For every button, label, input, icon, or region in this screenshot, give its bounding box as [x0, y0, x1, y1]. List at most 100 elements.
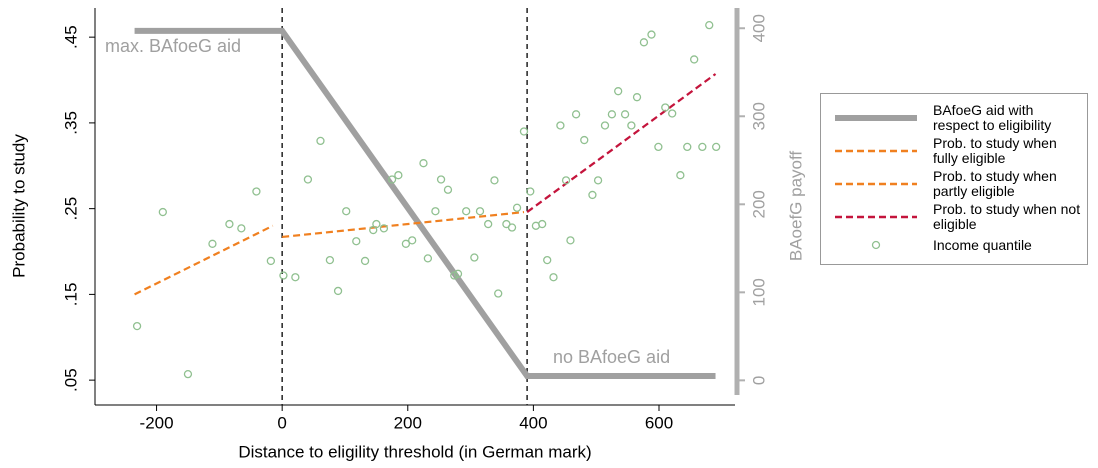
scatter-point — [394, 171, 403, 180]
series-line — [134, 224, 274, 296]
scatter-point — [419, 159, 428, 168]
x-tick-label: 200 — [394, 413, 422, 432]
scatter-point — [325, 255, 335, 265]
y-tick-label: .15 — [61, 283, 80, 307]
y2-tick-label: 100 — [749, 278, 768, 306]
scatter-point — [647, 30, 656, 39]
scatter-point — [561, 176, 571, 185]
scatter-point — [614, 87, 623, 96]
legend-marker — [871, 240, 881, 250]
scatter-point — [690, 55, 699, 64]
scatter-point — [632, 93, 642, 102]
x-tick-label: 600 — [645, 413, 673, 432]
scatter-point — [372, 219, 381, 229]
scatter-point — [526, 187, 535, 196]
scatter-point — [279, 271, 288, 280]
scatter-point — [607, 110, 617, 119]
legend-item: Prob. to study when partly eligible — [833, 169, 1081, 199]
scatter-point — [620, 110, 630, 119]
legend-label: BAfoeG aid with respect to eligibility — [933, 102, 1052, 133]
scatter-point — [401, 239, 411, 248]
x-tick-label: 0 — [277, 413, 286, 432]
x-axis-label: Distance to eligility threshold (in Germ… — [238, 442, 591, 461]
scatter-point — [661, 103, 670, 112]
scatter-point — [538, 219, 547, 229]
annotation: no BAfoeG aid — [553, 347, 670, 367]
scatter-point — [639, 38, 649, 47]
scatter-point — [676, 171, 685, 180]
chart: max. BAfoeG aid no BAfoeG aid Distance t… — [9, 8, 805, 461]
scatter-point — [387, 175, 397, 184]
scatter-point — [588, 190, 597, 200]
scatter-point — [507, 223, 517, 232]
scatter-point — [571, 110, 581, 119]
legend-label: Prob. to study when fully eligible — [933, 135, 1057, 166]
series-line — [282, 210, 525, 239]
scatter-point — [593, 176, 603, 185]
scatter-point — [600, 121, 610, 130]
scatter-point — [549, 273, 558, 282]
y2-tick-label: 200 — [749, 190, 768, 218]
y-tick-label: .45 — [61, 25, 80, 49]
y2-tick-label: 300 — [749, 102, 768, 130]
annotation: max. BAfoeG aid — [105, 36, 241, 56]
scatter-point — [183, 369, 193, 379]
scatter-point — [453, 269, 463, 278]
scatter-point — [408, 236, 417, 245]
scatter-point — [683, 142, 692, 152]
scatter-point — [352, 237, 361, 246]
legend-label: Prob. to study when partly eligible — [933, 168, 1057, 199]
scatter-point — [443, 185, 453, 194]
scatter-point — [291, 273, 300, 282]
legend-item: Prob. to study when fully eligible — [833, 136, 1081, 166]
y-tick-label: .35 — [61, 111, 80, 135]
scatter-point — [158, 207, 167, 217]
legend-item: BAfoeG aid with respect to eligibility — [833, 103, 1081, 133]
scatter-point — [627, 121, 636, 130]
x-tick-label: 400 — [519, 413, 547, 432]
scatter-point — [490, 176, 499, 185]
y-tick-label: .25 — [61, 197, 80, 221]
series-line — [134, 27, 716, 379]
series-line — [526, 73, 717, 213]
scatter-point — [470, 253, 479, 262]
legend-swatch — [835, 149, 917, 153]
scatter-point — [654, 142, 663, 152]
legend-swatch — [835, 215, 917, 219]
scatter-point — [342, 207, 351, 216]
scatter-point — [450, 271, 459, 280]
scatter-point — [484, 219, 493, 229]
scatter-point — [225, 219, 234, 229]
legend-swatch — [835, 115, 917, 121]
scatter-point — [379, 224, 389, 233]
scatter-point — [556, 121, 565, 130]
legend-label: Prob. to study when not eligible — [933, 201, 1081, 232]
scatter-point — [494, 289, 503, 298]
legend: BAfoeG aid with respect to eligibility Pr… — [820, 93, 1088, 265]
legend-swatch — [871, 240, 881, 250]
y2-tick-label: 400 — [749, 14, 768, 42]
scatter-point — [566, 236, 575, 245]
scatter-point — [316, 136, 325, 146]
scatter-point — [475, 207, 485, 216]
scatter-point — [208, 239, 217, 248]
scatter-point — [705, 20, 714, 30]
y2-axis-label: BAoefG payoff — [786, 151, 805, 262]
scatter-point — [512, 203, 522, 212]
scatter-point — [303, 175, 313, 184]
scatter-point — [333, 286, 343, 296]
legend-item: Income quantile — [833, 235, 1081, 255]
legend-item: Prob. to study when not eligible — [833, 202, 1081, 232]
scatter-point — [237, 224, 246, 233]
scatter-point — [668, 109, 677, 118]
scatter-point — [519, 127, 529, 136]
legend-label: Income quantile — [933, 236, 1032, 253]
scatter-point — [462, 207, 471, 216]
scatter-point — [252, 187, 261, 196]
x-tick-label: -200 — [140, 413, 174, 432]
legend-swatch — [835, 182, 917, 186]
scatter-point — [698, 142, 707, 152]
y-axis-label: Probability to study — [9, 134, 28, 278]
scatter-point — [360, 256, 370, 266]
